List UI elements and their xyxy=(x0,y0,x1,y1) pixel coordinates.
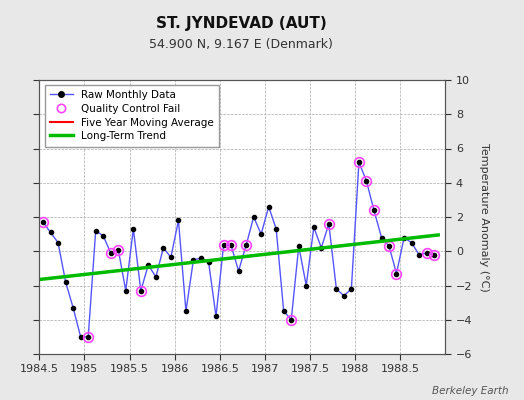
Y-axis label: Temperature Anomaly (°C): Temperature Anomaly (°C) xyxy=(479,143,489,291)
Text: Berkeley Earth: Berkeley Earth xyxy=(432,386,508,396)
Legend: Raw Monthly Data, Quality Control Fail, Five Year Moving Average, Long-Term Tren: Raw Monthly Data, Quality Control Fail, … xyxy=(45,85,219,146)
Text: 54.900 N, 9.167 E (Denmark): 54.900 N, 9.167 E (Denmark) xyxy=(149,38,333,51)
Text: ST. JYNDEVAD (AUT): ST. JYNDEVAD (AUT) xyxy=(156,16,326,31)
